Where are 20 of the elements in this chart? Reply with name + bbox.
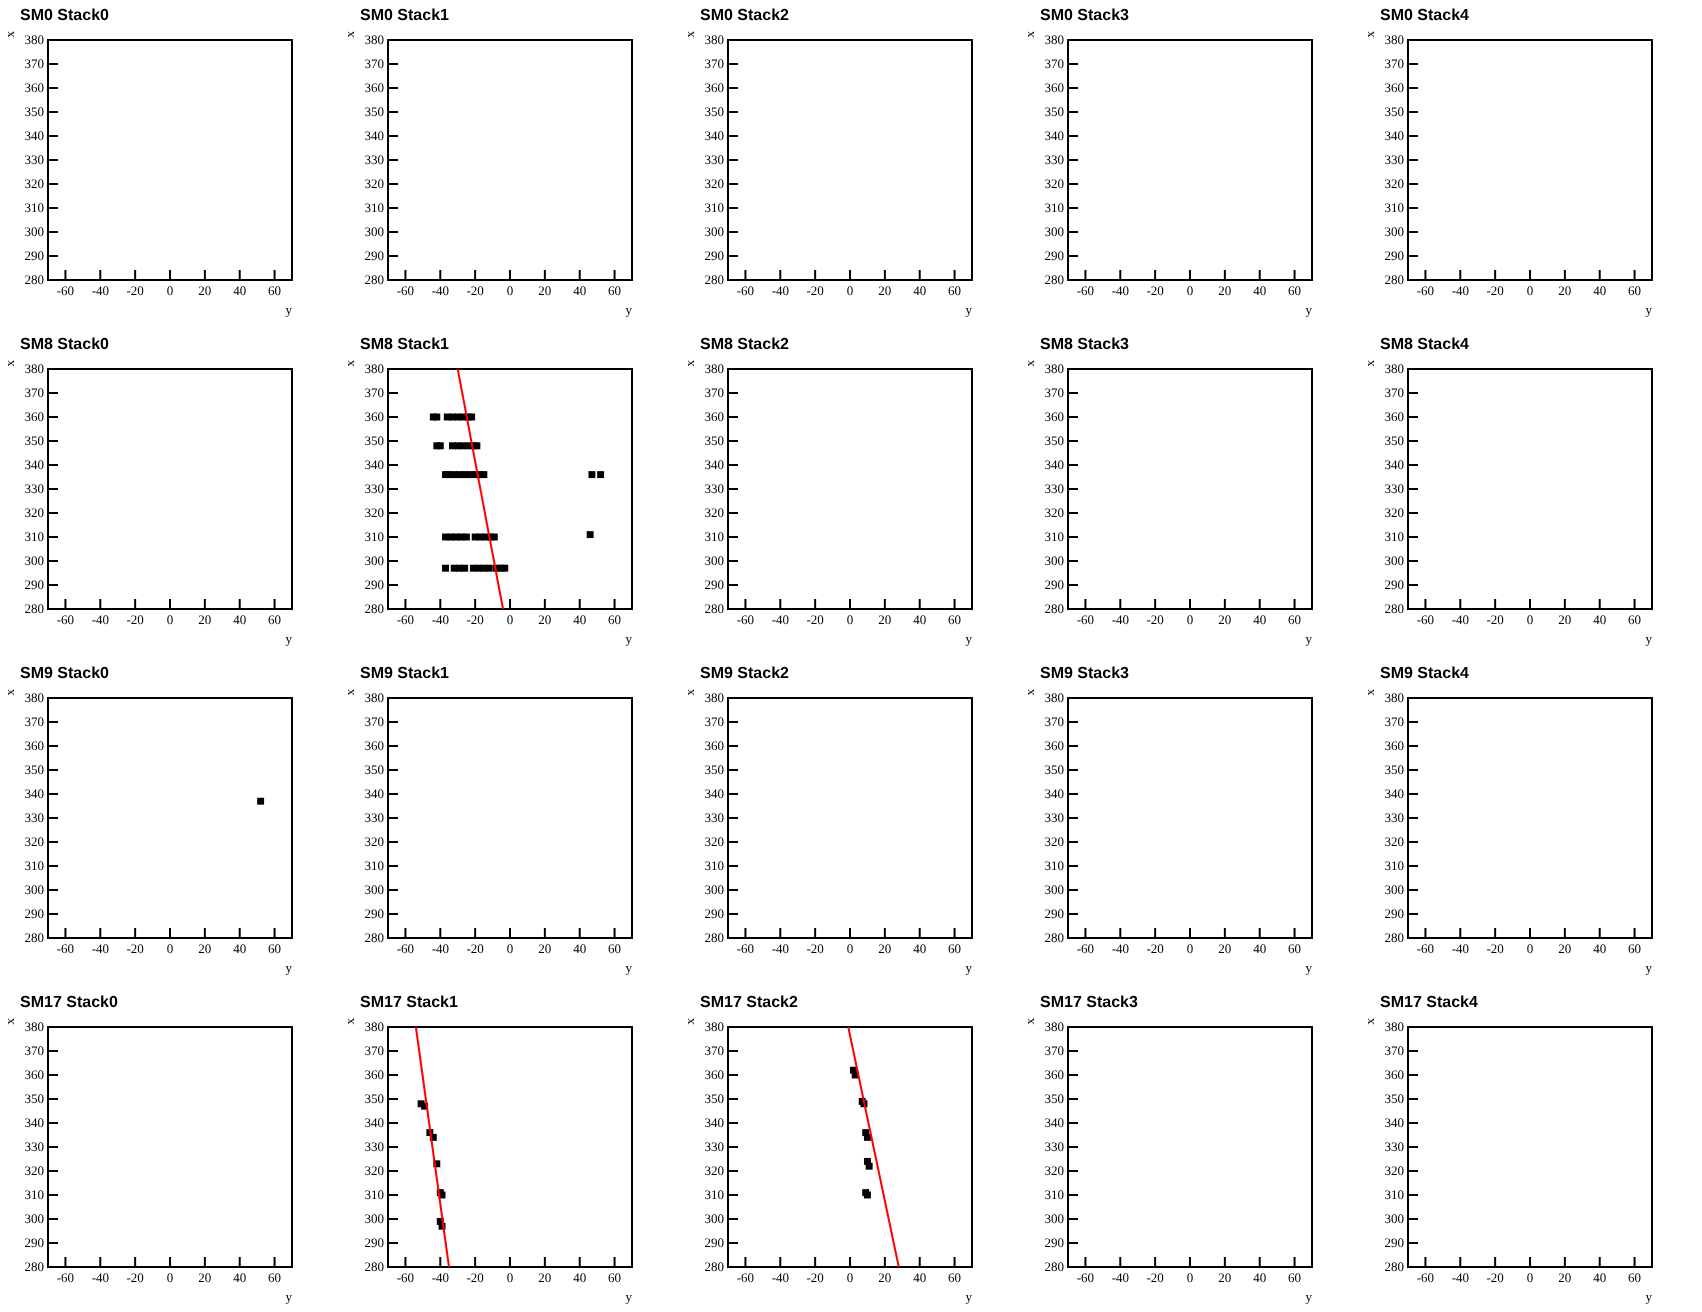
chart-title: SM9 Stack1 <box>360 664 451 682</box>
chart-title: SM17 Stack3 <box>1040 993 1139 1011</box>
chart-title: SM17 Stack2 <box>700 993 799 1011</box>
chart-title: SM8 Stack2 <box>700 335 791 353</box>
chart-title: SM9 Stack4 <box>1380 664 1471 682</box>
chart-title: SM8 Stack4 <box>1380 335 1471 353</box>
chart-title: SM0 Stack0 <box>20 6 111 24</box>
chart-title: SM0 Stack2 <box>700 6 791 24</box>
chart-title: SM9 Stack3 <box>1040 664 1131 682</box>
chart-title: SM0 Stack1 <box>360 6 451 24</box>
chart-title: SM17 Stack1 <box>360 993 459 1011</box>
chart-title: SM0 Stack3 <box>1040 6 1131 24</box>
chart-title: SM8 Stack3 <box>1040 335 1131 353</box>
chart-title: SM17 Stack0 <box>20 993 119 1011</box>
chart-title: SM8 Stack1 <box>360 335 451 353</box>
chart-title: SM9 Stack2 <box>700 664 791 682</box>
chart-title: SM17 Stack4 <box>1380 993 1479 1011</box>
chart-title: SM0 Stack4 <box>1380 6 1471 24</box>
chart-title: SM9 Stack0 <box>20 664 111 682</box>
chart-title: SM8 Stack0 <box>20 335 111 353</box>
